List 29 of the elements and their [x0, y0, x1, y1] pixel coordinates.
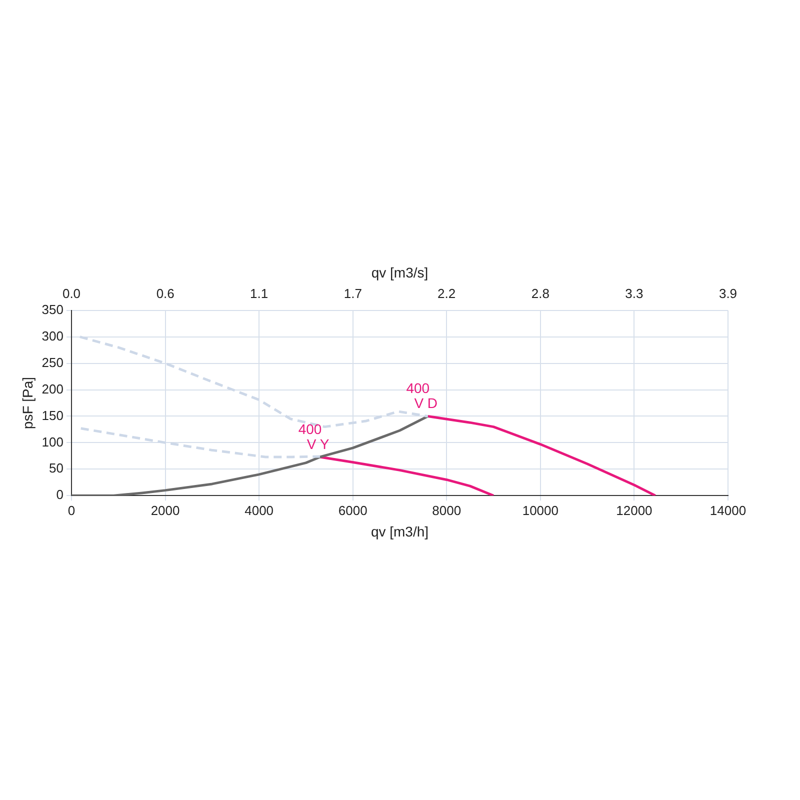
x-tick-label: 12000 — [616, 502, 652, 518]
x2-tick-label: 1.1 — [250, 286, 268, 302]
y-tick-label: 150 — [42, 408, 64, 423]
y-tick-label: 100 — [42, 434, 64, 450]
x2-tick-label: 0.6 — [156, 286, 174, 302]
x2-tick-label: 3.3 — [625, 286, 644, 302]
x-tick-label: 8000 — [432, 502, 462, 518]
x2-tick-label: 1.7 — [344, 286, 362, 302]
x2-tick-label: 2.8 — [531, 286, 550, 302]
x-tick-label: 4000 — [244, 502, 274, 518]
x2-tick-label: 0.0 — [62, 286, 81, 302]
x-tick-label: 10000 — [522, 502, 559, 518]
y-tick-label: 300 — [42, 328, 64, 344]
x2-tick-label: 2.2 — [438, 286, 456, 302]
y-tick-label: 0 — [56, 487, 64, 502]
y-tick-label: 50 — [49, 460, 64, 476]
x-tick-label: 14000 — [710, 502, 746, 518]
y-tick-label: 250 — [42, 354, 64, 370]
y-axis-title: psF [Pa] — [19, 376, 36, 430]
annotation: 400 V Y — [298, 420, 330, 452]
x2-tick-label: 3.9 — [718, 286, 738, 302]
y-tick-label: 350 — [42, 302, 64, 317]
x-axis-title: qv [m3/h] — [370, 523, 429, 540]
y-tick-label: 200 — [42, 381, 64, 396]
x-tick-label: 2000 — [150, 502, 180, 518]
x-tick-label: 0 — [68, 502, 76, 518]
x2-axis-title: qv [m3/s] — [371, 264, 428, 280]
annotation: 400 V D — [406, 380, 438, 412]
x-tick-label: 6000 — [338, 502, 368, 518]
